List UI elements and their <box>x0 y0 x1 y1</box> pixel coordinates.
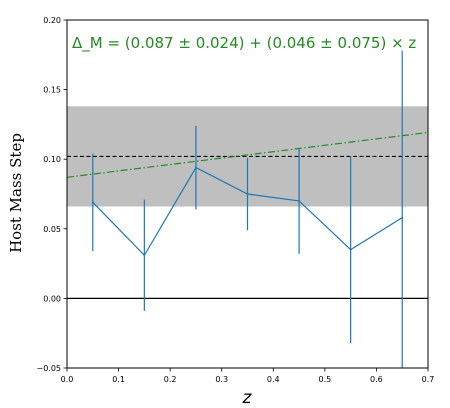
y-ticks: −0.05 0.00 0.05 0.10 0.15 0.20 <box>36 16 67 373</box>
data-point-3 <box>246 193 249 195</box>
y-tick-label: 0.15 <box>43 86 61 95</box>
fit-annotation: Δ_M = (0.087 ± 0.024) + (0.046 ± 0.075) … <box>72 34 416 53</box>
y-axis-label: Host Mass Step <box>7 133 25 253</box>
data-point-2 <box>195 166 197 169</box>
x-tick-label: 0.0 <box>61 375 74 384</box>
x-tick-label: 0.5 <box>318 375 331 384</box>
x-tick-label: 0.4 <box>267 375 280 384</box>
data-point-1 <box>143 254 146 257</box>
data-point-0 <box>91 201 94 204</box>
y-tick-label: 0.10 <box>43 155 61 164</box>
fit-line <box>66 131 429 178</box>
y-tick-label: −0.05 <box>36 364 61 373</box>
y-tick-label: 0.00 <box>43 294 61 303</box>
plot-frame <box>66 19 429 369</box>
y-tick-label: 0.20 <box>43 16 61 25</box>
data-point-4 <box>298 200 300 202</box>
data-point-5 <box>349 248 352 251</box>
x-tick-label: 0.7 <box>422 375 435 384</box>
x-ticks: 0.0 0.1 0.2 0.3 0.4 0.5 0.6 0.7 <box>61 368 435 384</box>
y-tick-label: 0.05 <box>43 225 61 234</box>
data-point-6 <box>401 216 404 219</box>
x-tick-label: 0.3 <box>215 375 228 384</box>
series-group <box>91 50 404 368</box>
x-axis-label: z <box>242 388 253 408</box>
x-tick-label: 0.2 <box>164 375 177 384</box>
x-tick-label: 0.6 <box>370 375 383 384</box>
x-tick-label: 0.1 <box>112 375 125 384</box>
